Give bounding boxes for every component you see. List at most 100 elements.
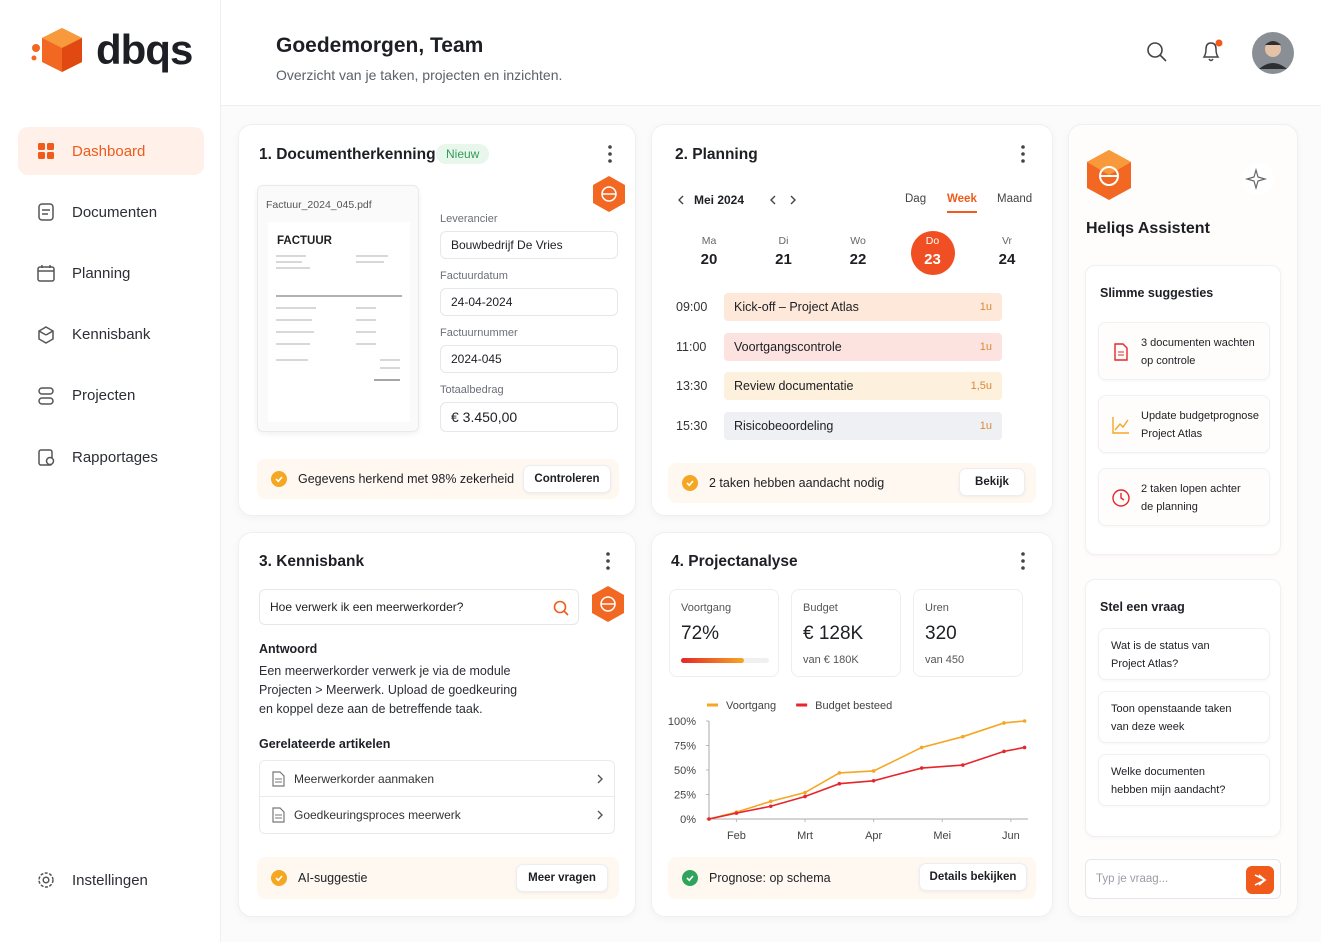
icon bbox=[38, 203, 54, 221]
notifications-button[interactable] bbox=[1198, 38, 1226, 66]
planning-card: 2. Planning Mei 2024 Dag Week Maand Ma 20 Di… bbox=[651, 124, 1053, 516]
check-icon bbox=[271, 870, 287, 886]
menu-button[interactable] bbox=[1021, 145, 1025, 163]
nav-item[interactable]: Planning bbox=[18, 249, 204, 297]
avatar[interactable] bbox=[1251, 31, 1295, 75]
kpi-card: Uren 320 van 450 bbox=[913, 589, 1023, 677]
article-link[interactable]: Meerwerkorder aanmaken bbox=[259, 760, 615, 797]
progress-track bbox=[681, 658, 769, 663]
document-preview: Factuur_2024_045.pdf FACTUUR bbox=[257, 185, 419, 432]
field-label: Factuurdatum bbox=[440, 270, 508, 282]
ai-logo bbox=[593, 176, 625, 212]
nav-item[interactable]: Projecten bbox=[18, 372, 204, 420]
nav-label: Instellingen bbox=[72, 871, 148, 889]
event[interactable]: Risicobeoordeling 1u bbox=[724, 411, 1002, 440]
menu-button[interactable] bbox=[608, 145, 612, 163]
nav-settings[interactable]: Instellingen bbox=[18, 856, 204, 904]
article-link[interactable]: Goedkeuringsproces meerwerk bbox=[259, 797, 615, 834]
nav-label: Dashboard bbox=[72, 142, 146, 160]
answer-heading: Antwoord bbox=[259, 642, 318, 656]
button[interactable]: Controleren bbox=[523, 465, 611, 493]
field-input[interactable]: 2024-045 bbox=[440, 345, 618, 373]
field-label: Leverancier bbox=[440, 213, 498, 225]
nav-item[interactable]: Dashboard bbox=[18, 127, 204, 175]
suggestion[interactable]: Update budgetprognose Project Atlas bbox=[1098, 395, 1270, 453]
menu-button[interactable] bbox=[606, 552, 610, 570]
suggestion-icon bbox=[1112, 417, 1129, 434]
suggestion-icon bbox=[1114, 343, 1128, 361]
invoice-heading: FACTUUR bbox=[277, 235, 332, 247]
subtitle: Overzicht van je taken, projecten en inz… bbox=[276, 67, 563, 83]
day-name[interactable]: Wo bbox=[850, 235, 866, 247]
day-date[interactable]: 20 bbox=[700, 251, 718, 268]
query: Hoe verwerk ik een meerwerkorder? bbox=[270, 600, 464, 614]
point bbox=[837, 771, 842, 775]
day-date[interactable]: 22 bbox=[849, 251, 867, 268]
field-input[interactable]: € 3.450,00 bbox=[440, 402, 618, 432]
event-duration: 1,5u bbox=[970, 380, 992, 393]
document-card: 1. Documentherkenning Nieuw Factuur_2024… bbox=[238, 124, 636, 516]
x-tick-label: Mei bbox=[933, 830, 951, 842]
button[interactable]: Bekijk bbox=[959, 468, 1025, 496]
questions-box: Stel een vraag Wat is de status van Proje… bbox=[1085, 579, 1281, 837]
question[interactable]: Toon openstaande taken van deze week bbox=[1098, 691, 1270, 743]
day-date[interactable]: 23 bbox=[924, 251, 941, 268]
question-line: van deze week bbox=[1111, 721, 1185, 733]
view-tab[interactable]: Dag bbox=[905, 193, 927, 205]
event-time: 15:30 bbox=[676, 418, 708, 433]
field-input[interactable]: 24-04-2024 bbox=[440, 288, 618, 316]
point bbox=[707, 817, 711, 821]
view-tab[interactable]: Week bbox=[947, 187, 977, 213]
month-nav[interactable] bbox=[768, 194, 802, 206]
kpi-card: Voortgang 72% bbox=[669, 589, 779, 677]
event-duration: 1u bbox=[979, 419, 992, 432]
assistant-panel: Heliqs Assistent Slimme suggesties 3 doc… bbox=[1068, 124, 1298, 917]
field-value: 2024-045 bbox=[451, 352, 502, 366]
field-label: Factuurnummer bbox=[440, 327, 518, 339]
x-tick-label: Jun bbox=[1002, 830, 1020, 842]
progress-bar bbox=[681, 658, 745, 663]
event[interactable]: Review documentatie 1,5u bbox=[724, 372, 1002, 401]
suggestion-text: 2 taken lopen achter de planning bbox=[1141, 480, 1241, 516]
question-text: Wat is de status van Project Atlas? bbox=[1111, 637, 1210, 673]
x-tick-label: Mrt bbox=[797, 830, 813, 842]
day-name[interactable]: Vr bbox=[1001, 235, 1013, 247]
event[interactable]: Kick-off – Project Atlas 1u bbox=[724, 293, 1002, 321]
day-name[interactable]: Ma bbox=[701, 235, 717, 247]
suggestion[interactable]: 2 taken lopen achter de planning bbox=[1098, 468, 1270, 526]
article-title: Meerwerkorder aanmaken bbox=[294, 771, 435, 786]
point bbox=[768, 804, 773, 809]
card-title: 2. Planning bbox=[675, 146, 758, 163]
day-name[interactable]: Di bbox=[778, 235, 789, 247]
nav-item[interactable]: Kennisbank bbox=[18, 311, 204, 359]
question-input[interactable]: Typ je vraag... bbox=[1085, 859, 1281, 899]
x-tick-label: Apr bbox=[865, 830, 882, 842]
nav-item[interactable]: Documenten bbox=[18, 188, 204, 236]
question[interactable]: Welke documenten hebben mijn aandacht? bbox=[1098, 754, 1270, 806]
day-name[interactable]: Do bbox=[925, 235, 940, 247]
button[interactable]: Details bekijken bbox=[919, 863, 1027, 891]
search-button[interactable] bbox=[1145, 40, 1169, 64]
day-date[interactable]: 21 bbox=[775, 251, 792, 268]
view-tab[interactable]: Maand bbox=[997, 193, 1033, 205]
nav-item[interactable]: Rapportages bbox=[18, 433, 204, 481]
question-line: Wat is de status van bbox=[1111, 640, 1210, 652]
point bbox=[1022, 719, 1027, 723]
field-input[interactable]: Bouwbedrijf De Vries bbox=[440, 231, 618, 259]
line-chart: 0% 25% 50% 75% 100% Feb Mrt Apr Mei Jun Voortgang B… bbox=[668, 700, 1028, 842]
day-date[interactable]: 24 bbox=[998, 251, 1016, 268]
question-text: Welke documenten hebben mijn aandacht? bbox=[1111, 763, 1225, 799]
event[interactable]: Voortgangscontrole 1u bbox=[724, 332, 1002, 361]
check-icon bbox=[271, 471, 287, 487]
question[interactable]: Wat is de status van Project Atlas? bbox=[1098, 628, 1270, 680]
point bbox=[871, 778, 876, 783]
button[interactable]: Meer vragen bbox=[516, 864, 608, 892]
search-input[interactable]: Hoe verwerk ik een meerwerkorder? bbox=[259, 589, 579, 625]
suggestion[interactable]: 3 documenten wachten op controle bbox=[1098, 322, 1270, 380]
send-button[interactable] bbox=[1246, 866, 1274, 894]
prev-button[interactable] bbox=[676, 194, 686, 206]
sparkle-button[interactable] bbox=[1241, 162, 1275, 196]
event-duration: 1u bbox=[979, 301, 992, 313]
menu-button[interactable] bbox=[1021, 552, 1025, 570]
article-title: Goedkeuringsproces meerwerk bbox=[294, 808, 461, 822]
